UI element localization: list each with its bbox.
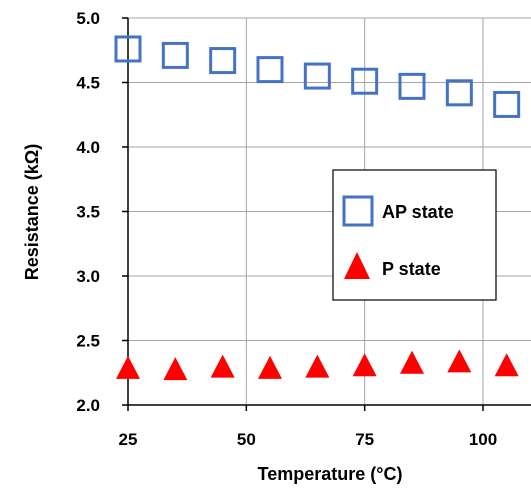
y-tick-label: 4.5 [76,74,100,93]
ap-state-point [493,90,521,118]
x-tick-label: 25 [119,430,138,449]
p-state-point [352,353,377,377]
p-state-point [116,355,140,379]
legend-marker-ap-state [342,195,374,227]
ap-state-point [303,62,331,90]
x-tick-label: 75 [355,430,374,449]
ap-state-point [114,35,142,63]
ap-state-series [114,35,521,118]
y-tick-label: 3.0 [76,267,100,286]
legend-label-ap-state: AP state [382,202,454,222]
p-state-point [447,349,472,373]
legend-marker-p-state [344,252,370,279]
y-tick-label: 4.0 [76,138,100,157]
legend-label-p-state: P state [382,259,441,279]
legend-box [332,169,497,301]
p-state-point [494,353,519,377]
y-tick-label: 2.5 [76,332,100,351]
y-tick-label: 5.0 [76,9,100,28]
x-ticks: 25 50 75 100 [119,405,497,449]
ap-state-point [445,79,473,107]
y-tick-label: 2.0 [76,396,100,415]
ap-state-point [161,41,189,69]
x-axis-title: Temperature (°C) [258,464,403,484]
p-state-point [210,354,235,378]
x-tick-label: 100 [469,430,497,449]
y-tick-label: 3.5 [76,203,100,222]
ap-state-point [256,56,284,84]
legend: AP state P state [332,169,497,301]
p-state-point [163,357,188,381]
x-tick-label: 50 [237,430,256,449]
p-state-point [305,354,330,378]
p-state-point [400,350,424,374]
y-ticks: 2.0 2.5 3.0 3.5 4.0 4.5 5.0 [76,9,128,415]
ap-state-point [398,72,426,100]
ap-state-point [351,67,379,95]
y-axis-title: Resistance (kΩ) [22,144,42,281]
ap-state-point [209,47,237,75]
p-state-point [258,355,282,379]
p-state-series [116,349,519,381]
